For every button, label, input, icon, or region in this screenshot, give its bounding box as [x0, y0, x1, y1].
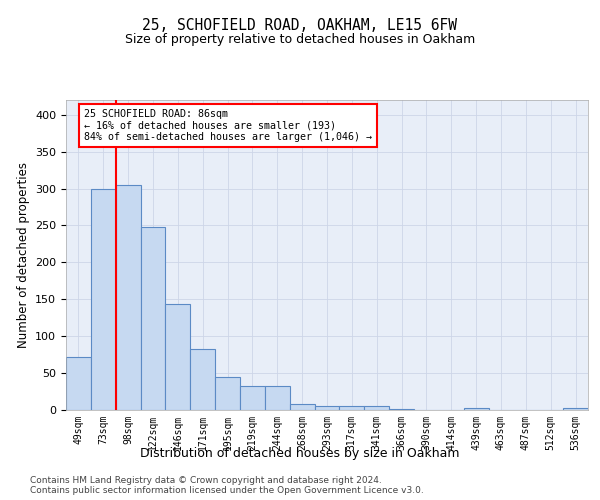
Bar	[240, 386, 265, 410]
Bar	[66, 357, 91, 410]
Bar	[563, 408, 588, 410]
Bar	[215, 377, 240, 410]
Text: Size of property relative to detached houses in Oakham: Size of property relative to detached ho…	[125, 32, 475, 46]
Text: 25 SCHOFIELD ROAD: 86sqm
← 16% of detached houses are smaller (193)
84% of semi-: 25 SCHOFIELD ROAD: 86sqm ← 16% of detach…	[84, 109, 372, 142]
Bar	[265, 386, 290, 410]
Bar	[91, 188, 116, 410]
Bar	[464, 408, 488, 410]
Bar	[140, 227, 166, 410]
Text: Distribution of detached houses by size in Oakham: Distribution of detached houses by size …	[140, 448, 460, 460]
Text: 25, SCHOFIELD ROAD, OAKHAM, LE15 6FW: 25, SCHOFIELD ROAD, OAKHAM, LE15 6FW	[143, 18, 458, 32]
Text: Contains HM Land Registry data © Crown copyright and database right 2024.
Contai: Contains HM Land Registry data © Crown c…	[30, 476, 424, 495]
Bar	[340, 406, 364, 410]
Bar	[190, 348, 215, 410]
Bar	[290, 404, 314, 410]
Bar	[116, 185, 140, 410]
Bar	[364, 406, 389, 410]
Bar	[389, 408, 414, 410]
Bar	[314, 406, 340, 410]
Y-axis label: Number of detached properties: Number of detached properties	[17, 162, 29, 348]
Bar	[166, 304, 190, 410]
